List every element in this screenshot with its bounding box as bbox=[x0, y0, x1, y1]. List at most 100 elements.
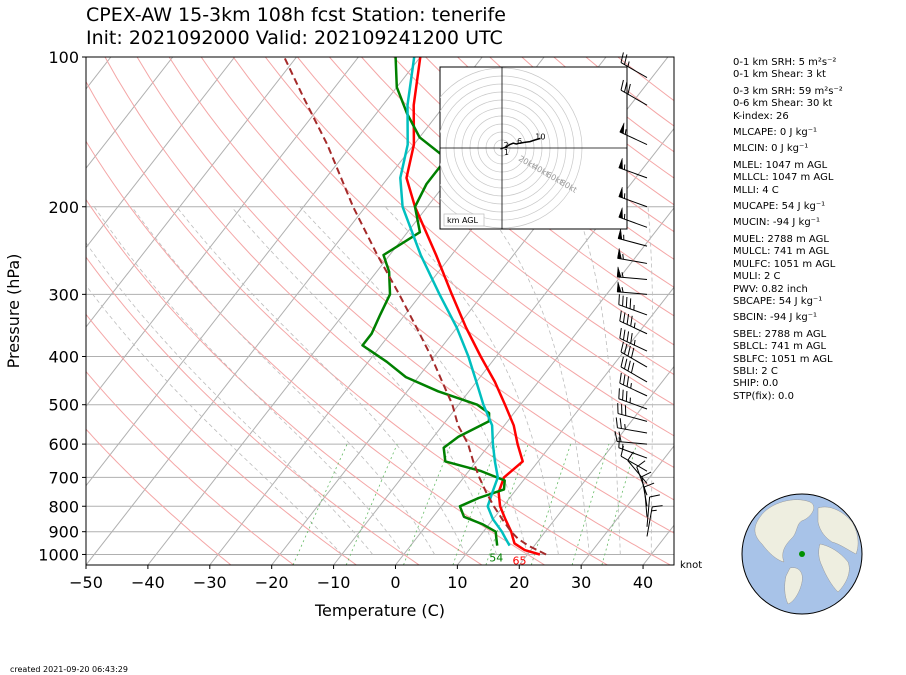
moist-adiabat-line bbox=[575, 206, 621, 555]
wind-unit-label: knot bbox=[680, 560, 703, 571]
wind-barb-staff bbox=[619, 131, 648, 146]
wind-barb-full bbox=[619, 327, 622, 339]
moist-adiabat-line bbox=[231, 206, 497, 555]
wind-barb-full bbox=[627, 345, 631, 357]
moist-adiabat-line bbox=[86, 242, 374, 555]
stats-line: MLEL: 1047 m AGL bbox=[733, 159, 828, 171]
y-tick-label: 400 bbox=[48, 348, 79, 367]
wind-barb-full bbox=[618, 431, 622, 442]
y-tick-label: 1000 bbox=[38, 545, 79, 564]
wind-barb-full bbox=[618, 294, 620, 305]
dewpoint-surface-label: 54 bbox=[489, 552, 503, 565]
stats-line: SBEL: 2788 m AGL bbox=[733, 328, 827, 340]
hodograph-legend-label: km AGL bbox=[447, 216, 479, 225]
globe-map bbox=[741, 493, 863, 615]
wind-barb-flag bbox=[616, 281, 622, 293]
wind-barb-full bbox=[622, 374, 626, 385]
wind-barb-full bbox=[636, 460, 646, 468]
stats-line: 0-1 km SRH: 5 m²s⁻² bbox=[733, 57, 837, 68]
wind-barb bbox=[619, 122, 648, 146]
y-tick-label: 600 bbox=[48, 435, 79, 454]
wind-barb-full bbox=[614, 431, 618, 442]
wind-barb-flag bbox=[618, 187, 623, 199]
dry-adiabat-line bbox=[86, 198, 483, 565]
wind-barb-full bbox=[627, 360, 631, 372]
dry-adiabat-line bbox=[136, 57, 674, 534]
wind-barb bbox=[618, 187, 648, 208]
wind-barb bbox=[618, 294, 648, 316]
stats-line: MLLI: 4 C bbox=[733, 184, 779, 196]
stats-line: MLCAPE: 0 J kg⁻¹ bbox=[733, 127, 818, 139]
wind-barb-staff bbox=[617, 276, 648, 280]
chart-title-line1: CPEX-AW 15-3km 108h fcst Station: teneri… bbox=[86, 4, 506, 26]
y-tick-label: 500 bbox=[48, 396, 79, 415]
globe-land-north-america bbox=[754, 499, 814, 563]
y-tick-label: 700 bbox=[48, 468, 79, 487]
wind-barb-half bbox=[624, 129, 627, 135]
hodograph-point-label: 10 bbox=[535, 132, 545, 141]
wind-barb-staff bbox=[617, 291, 648, 295]
dry-adiabat-line bbox=[86, 428, 232, 565]
dry-adiabat-line bbox=[329, 57, 674, 346]
wind-barb-staff bbox=[643, 486, 648, 517]
stats-line: MULI: 2 C bbox=[733, 271, 781, 283]
wind-barb-full bbox=[623, 54, 628, 65]
chart-title-line2: Init: 2021092000 Valid: 202109241200 UTC bbox=[86, 27, 503, 49]
wind-barb-full bbox=[619, 372, 622, 384]
wind-barb bbox=[620, 356, 648, 383]
wind-barb bbox=[616, 281, 648, 295]
dewpoint-profile-line bbox=[361, 57, 506, 546]
wind-barb bbox=[619, 327, 648, 352]
dry-adiabat-line bbox=[264, 57, 674, 406]
stats-line: SBLI: 2 C bbox=[733, 365, 778, 377]
wind-barb bbox=[619, 310, 648, 335]
isotherm-line bbox=[86, 57, 483, 565]
wind-barb-flag bbox=[618, 207, 623, 219]
stats-line: MUEL: 2788 m AGL bbox=[733, 233, 829, 245]
dry-adiabat-line bbox=[86, 80, 608, 565]
mixing-ratio-line bbox=[403, 443, 452, 565]
moist-adiabat-line bbox=[385, 206, 559, 555]
stats-line: SHIP: 0.0 bbox=[733, 378, 779, 390]
wind-barb bbox=[617, 228, 648, 247]
isotherm-line bbox=[86, 57, 236, 249]
x-tick-label: −10 bbox=[317, 573, 351, 592]
isotherm-line bbox=[456, 286, 674, 565]
wind-barb-full bbox=[619, 418, 622, 429]
wind-barb-full bbox=[630, 347, 635, 359]
wind-barb-full bbox=[627, 451, 634, 461]
dry-adiabat-line bbox=[86, 370, 295, 565]
wind-barb-staff bbox=[618, 398, 648, 410]
stats-line: SBLCL: 741 m AGL bbox=[733, 341, 827, 353]
wind-barb-flag bbox=[617, 228, 623, 240]
globe-land-south-america bbox=[784, 567, 803, 605]
stats-line: MLLCL: 1047 m AGL bbox=[733, 172, 834, 184]
globe-land-africa bbox=[818, 543, 850, 593]
wind-barb-staff bbox=[646, 506, 653, 537]
y-axis-label: Pressure (hPa) bbox=[4, 254, 23, 369]
wind-barb-full bbox=[630, 333, 633, 344]
stats-line: 0-1 km Shear: 3 kt bbox=[733, 69, 826, 81]
wind-barb-staff bbox=[636, 466, 648, 496]
dry-adiabat-line bbox=[297, 57, 674, 376]
wind-barb bbox=[614, 431, 648, 445]
wind-barb-full bbox=[620, 445, 624, 457]
wind-barb-staff bbox=[620, 366, 648, 383]
wind-barb bbox=[617, 403, 648, 422]
stats-line: MLCIN: 0 J kg⁻¹ bbox=[733, 143, 809, 155]
wind-barb-staff bbox=[618, 216, 648, 228]
y-tick-label: 200 bbox=[48, 198, 79, 217]
stats-line: SBLFC: 1051 m AGL bbox=[733, 353, 833, 365]
wind-barb bbox=[618, 207, 648, 228]
wind-barb bbox=[620, 341, 648, 368]
stats-line: SBCIN: -94 J kg⁻¹ bbox=[733, 312, 818, 324]
wind-barbs bbox=[614, 52, 663, 537]
hodograph-point-label: 2 bbox=[503, 141, 508, 150]
parcel-profile-line bbox=[283, 57, 547, 556]
surface-labels: 54 65 bbox=[489, 552, 526, 568]
wind-barb bbox=[615, 417, 648, 434]
hodograph-point-label: 1 bbox=[504, 148, 509, 157]
wind-barb-staff bbox=[620, 89, 648, 106]
wind-barb-staff bbox=[620, 455, 648, 472]
